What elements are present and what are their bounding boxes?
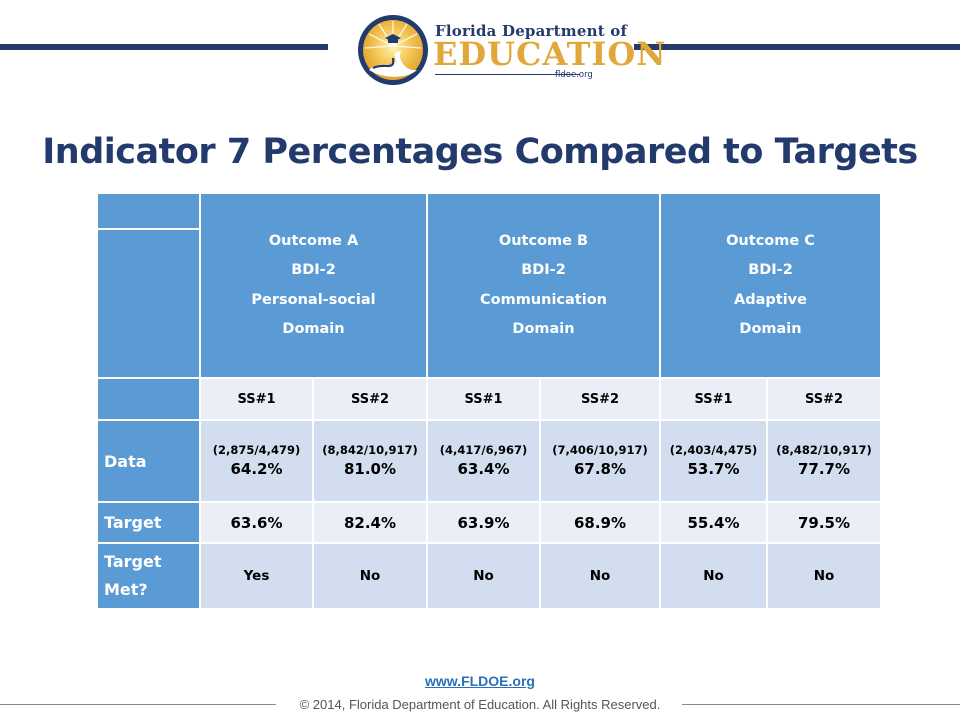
logo-underline — [435, 74, 580, 75]
data-percent: 77.7% — [797, 460, 851, 478]
outcome-c-line3: Adaptive — [734, 291, 807, 308]
target-cell: 55.4% — [659, 501, 768, 544]
outcome-b-line2: BDI-2 — [521, 262, 566, 278]
logo-education-text: EDUCATION — [433, 35, 667, 73]
corner-cell — [96, 192, 201, 230]
outcome-b-line4: Domain — [512, 321, 575, 337]
target-met-cell: No — [312, 542, 428, 610]
ss-header: SS#2 — [539, 377, 661, 421]
outcome-b-line1: Outcome B — [498, 232, 589, 249]
row-label-target-met: Target Met? — [96, 542, 201, 610]
target-cell: 63.9% — [426, 501, 541, 544]
target-met-cell: No — [426, 542, 541, 610]
outcome-a-line2: BDI-2 — [291, 262, 336, 278]
data-fraction: (2,403/4,475) — [669, 443, 758, 457]
data-cell: (8,842/10,917) 81.0% — [312, 419, 428, 503]
data-fraction: (7,406/10,917) — [552, 443, 648, 457]
outcome-c-line2: BDI-2 — [748, 262, 793, 278]
target-cell: 82.4% — [312, 501, 428, 544]
footer-rule-right — [682, 704, 960, 705]
target-cell: 63.6% — [199, 501, 314, 544]
outcome-c-header: Outcome C BDI-2 Adaptive Domain — [659, 192, 882, 379]
data-percent: 64.2% — [230, 460, 283, 478]
data-fraction: (4,417/6,967) — [439, 443, 528, 457]
footer-rule-left — [0, 704, 276, 705]
data-cell: (2,403/4,475) 53.7% — [659, 419, 768, 503]
header-rule-left — [0, 44, 328, 50]
indicator-table: Outcome A BDI-2 Personal-social Domain O… — [96, 192, 882, 610]
outcome-a-line1: Outcome A — [268, 232, 359, 249]
outcome-b-line3: Communication — [479, 291, 607, 308]
data-fraction: (8,482/10,917) — [776, 443, 872, 457]
header-rule-right — [634, 44, 960, 50]
ss-header: SS#1 — [659, 377, 768, 421]
ss-row-corner — [96, 377, 201, 421]
data-cell: (2,875/4,479) 64.2% — [199, 419, 314, 503]
target-met-label-line1: Target — [104, 552, 162, 571]
target-met-cell: No — [539, 542, 661, 610]
data-percent: 81.0% — [343, 460, 397, 478]
target-met-label-line2: Met? — [104, 580, 148, 599]
ss-header: SS#2 — [766, 377, 882, 421]
outcome-a-header: Outcome A BDI-2 Personal-social Domain — [199, 192, 428, 379]
outcome-a-line4: Domain — [282, 321, 345, 337]
row-label-data: Data — [96, 419, 201, 503]
target-cell: 79.5% — [766, 501, 882, 544]
page-title: Indicator 7 Percentages Compared to Targ… — [42, 132, 918, 172]
footer-copyright: © 2014, Florida Department of Education.… — [299, 697, 661, 712]
corner-cell-lower — [96, 228, 201, 379]
data-fraction: (2,875/4,479) — [212, 443, 301, 457]
data-percent: 63.4% — [457, 460, 510, 478]
logo-department-text: Florida Department of — [435, 22, 628, 40]
sunburst-emblem-icon — [358, 15, 428, 85]
logo-url-text: fldoe.org — [555, 70, 593, 80]
data-percent: 67.8% — [573, 460, 627, 478]
outcome-b-header: Outcome B BDI-2 Communication Domain — [426, 192, 661, 379]
row-label-target: Target — [96, 501, 201, 544]
target-met-cell: No — [659, 542, 768, 610]
outcome-a-line3: Personal-social — [251, 291, 376, 308]
target-met-cell: No — [766, 542, 882, 610]
target-cell: 68.9% — [539, 501, 661, 544]
ss-header: SS#2 — [312, 377, 428, 421]
footer-website-link[interactable]: www.FLDOE.org — [425, 673, 535, 689]
data-cell: (7,406/10,917) 67.8% — [539, 419, 661, 503]
ss-header: SS#1 — [426, 377, 541, 421]
data-cell: (4,417/6,967) 63.4% — [426, 419, 541, 503]
data-percent: 53.7% — [687, 460, 740, 478]
ss-header: SS#1 — [199, 377, 314, 421]
outcome-c-line4: Domain — [739, 321, 802, 337]
target-met-cell: Yes — [199, 542, 314, 610]
outcome-c-line1: Outcome C — [726, 232, 815, 249]
fldoe-logo: Florida Department of EDUCATION fldoe.or… — [355, 8, 666, 90]
data-fraction: (8,842/10,917) — [322, 443, 418, 457]
data-cell: (8,482/10,917) 77.7% — [766, 419, 882, 503]
